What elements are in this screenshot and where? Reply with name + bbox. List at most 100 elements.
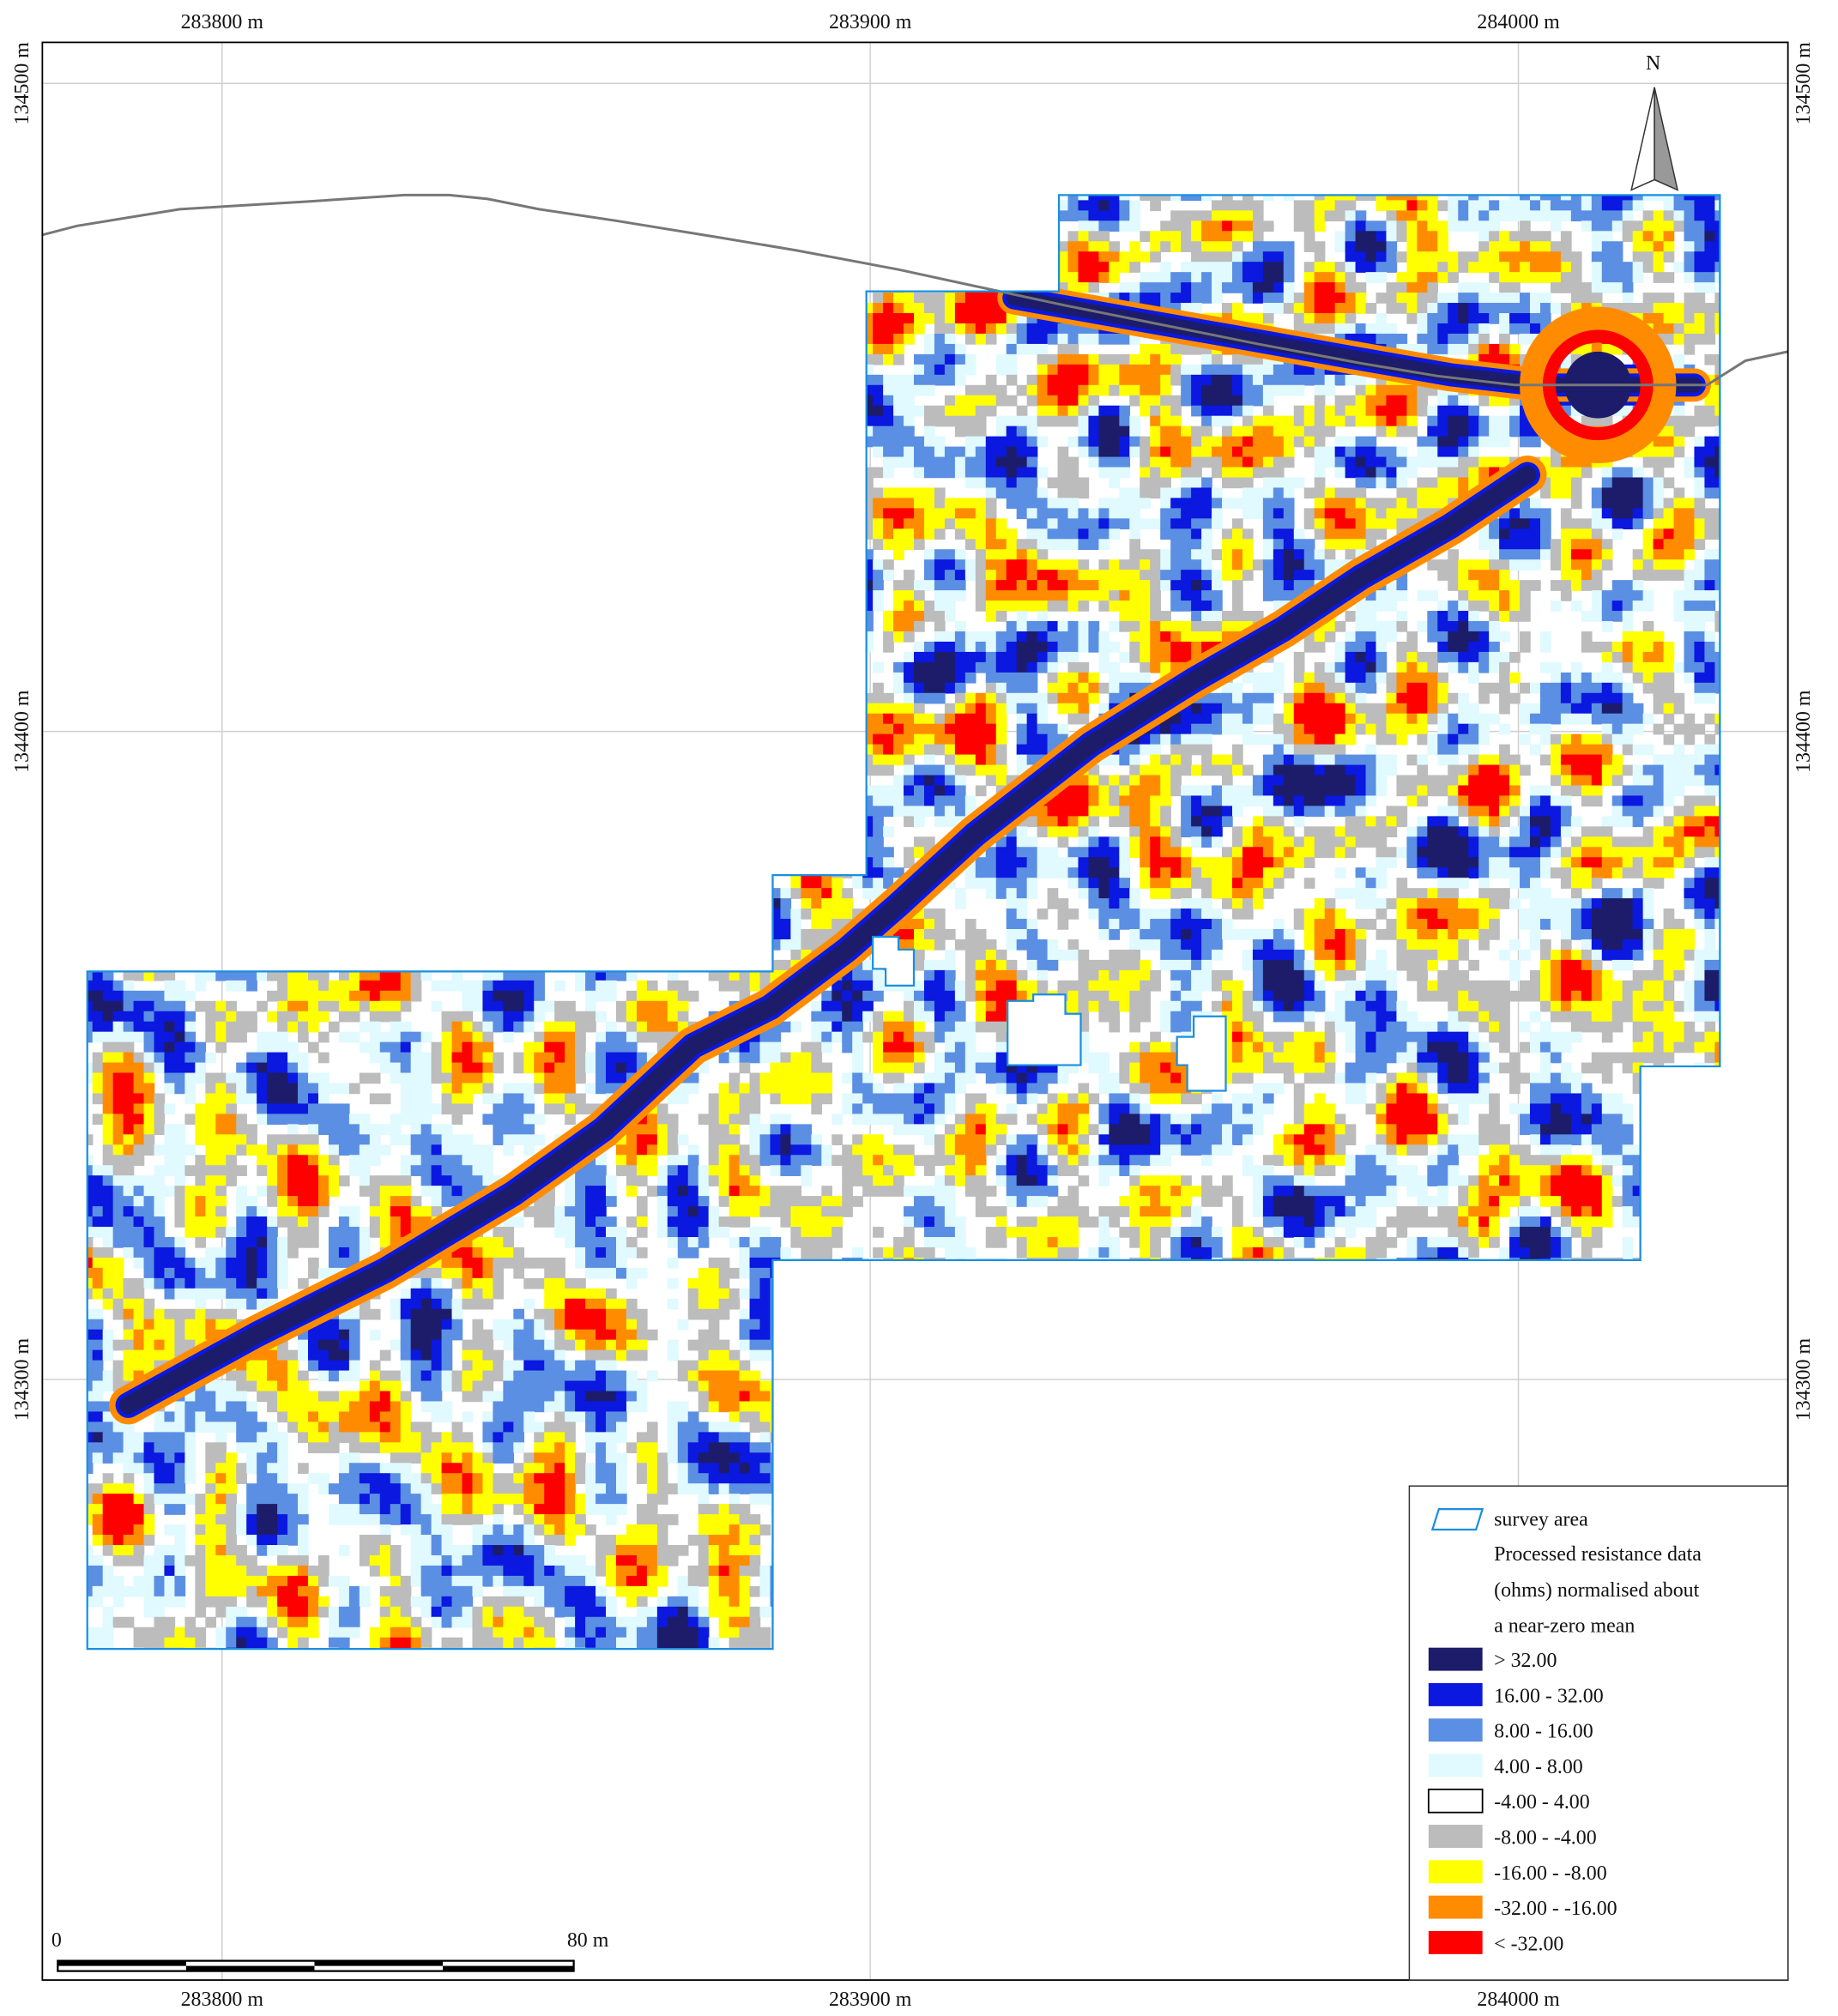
raster-cell bbox=[1376, 528, 1388, 540]
raster-cell bbox=[976, 323, 987, 335]
raster-cell bbox=[1664, 539, 1675, 550]
raster-cell bbox=[1212, 375, 1223, 386]
raster-cell bbox=[945, 457, 956, 468]
raster-cell bbox=[1088, 437, 1099, 448]
raster-cell bbox=[1376, 468, 1388, 479]
raster-cell bbox=[1489, 549, 1500, 560]
raster-cell bbox=[1222, 559, 1233, 570]
raster-cell bbox=[1232, 437, 1243, 448]
raster-cell bbox=[1530, 262, 1541, 273]
raster-cell bbox=[996, 559, 1007, 570]
raster-cell bbox=[1170, 272, 1182, 283]
raster-cell bbox=[1437, 251, 1448, 263]
raster-cell bbox=[1674, 426, 1685, 438]
raster-cell bbox=[1345, 241, 1357, 252]
raster-cell bbox=[1150, 344, 1161, 355]
raster-cell bbox=[986, 395, 997, 407]
raster-cell bbox=[1571, 539, 1582, 550]
raster-cell bbox=[1437, 395, 1448, 407]
raster-cell bbox=[893, 303, 904, 314]
raster-cell bbox=[883, 344, 894, 355]
raster-cell bbox=[1037, 559, 1049, 570]
raster-cell bbox=[1201, 262, 1212, 273]
raster-cell bbox=[1684, 210, 1696, 221]
raster-cell bbox=[1684, 262, 1696, 273]
raster-cell bbox=[1027, 518, 1038, 529]
raster-cell bbox=[1561, 518, 1572, 529]
raster-cell bbox=[893, 437, 904, 448]
raster-cell bbox=[1704, 518, 1715, 529]
raster-cell bbox=[1417, 241, 1428, 252]
raster-cell bbox=[883, 354, 894, 365]
raster-cell bbox=[1007, 365, 1018, 376]
raster-cell bbox=[986, 559, 997, 570]
raster-cell bbox=[1304, 559, 1315, 570]
raster-cell bbox=[1530, 251, 1541, 263]
raster-cell bbox=[1612, 508, 1623, 519]
raster-cell bbox=[1304, 241, 1315, 252]
raster-cell bbox=[1427, 447, 1438, 458]
raster-cell bbox=[1458, 447, 1469, 458]
raster-cell bbox=[1191, 539, 1202, 550]
raster-cell bbox=[873, 375, 884, 386]
raster-cell bbox=[1674, 262, 1685, 273]
raster-cell bbox=[1674, 406, 1685, 417]
raster-cell bbox=[1232, 282, 1243, 293]
raster-cell bbox=[1478, 416, 1490, 427]
raster-cell bbox=[914, 365, 925, 376]
raster-cell bbox=[996, 416, 1007, 427]
raster-cell bbox=[1633, 231, 1644, 242]
raster-cell bbox=[1396, 334, 1407, 345]
raster-cell bbox=[1366, 518, 1377, 529]
raster-cell bbox=[1633, 487, 1644, 498]
raster-cell bbox=[1684, 220, 1696, 232]
raster-cell bbox=[1478, 293, 1490, 304]
raster-cell bbox=[1191, 518, 1202, 529]
raster-cell bbox=[1704, 468, 1715, 479]
raster-cell bbox=[1315, 406, 1326, 417]
raster-cell bbox=[1181, 272, 1192, 283]
raster-cell bbox=[1540, 231, 1551, 242]
raster-cell bbox=[1427, 487, 1438, 498]
raster-cell bbox=[1448, 487, 1459, 498]
raster-cell bbox=[1304, 220, 1315, 232]
raster-cell bbox=[1499, 437, 1510, 448]
raster-cell bbox=[1181, 210, 1192, 221]
raster-cell bbox=[1017, 508, 1028, 519]
raster-cell bbox=[1222, 282, 1233, 293]
raster-cell bbox=[904, 437, 915, 448]
raster-cell bbox=[1704, 477, 1715, 488]
raster-cell bbox=[1140, 570, 1151, 581]
raster-cell bbox=[934, 457, 946, 468]
raster-cell bbox=[1694, 200, 1705, 211]
raster-cell bbox=[1674, 323, 1685, 335]
raster-cell bbox=[1242, 457, 1254, 468]
raster-cell bbox=[1232, 518, 1243, 529]
raster-cell bbox=[1633, 220, 1644, 232]
raster-cell bbox=[1181, 457, 1192, 468]
raster-cell bbox=[1170, 447, 1182, 458]
raster-cell bbox=[1366, 406, 1377, 417]
raster-cell bbox=[976, 416, 987, 427]
raster-cell bbox=[976, 508, 987, 519]
raster-cell bbox=[976, 477, 987, 488]
raster-cell bbox=[893, 426, 904, 438]
raster-cell bbox=[1284, 437, 1295, 448]
raster-cell bbox=[1417, 437, 1428, 448]
raster-cell bbox=[1325, 272, 1336, 283]
raster-cell bbox=[1273, 241, 1285, 252]
raster-cell bbox=[1366, 231, 1377, 242]
raster-cell bbox=[1068, 539, 1079, 550]
raster-cell bbox=[1170, 344, 1182, 355]
raster-cell bbox=[1037, 528, 1049, 540]
raster-cell bbox=[1242, 416, 1254, 427]
raster-cell bbox=[1304, 508, 1315, 519]
raster-cell bbox=[1704, 210, 1715, 221]
raster-cell bbox=[924, 457, 935, 468]
raster-cell bbox=[1427, 457, 1438, 468]
raster-cell bbox=[1150, 570, 1161, 581]
raster-cell bbox=[1623, 200, 1634, 211]
raster-cell bbox=[1499, 323, 1510, 335]
raster-cell bbox=[1058, 498, 1069, 509]
raster-cell bbox=[1284, 365, 1295, 376]
